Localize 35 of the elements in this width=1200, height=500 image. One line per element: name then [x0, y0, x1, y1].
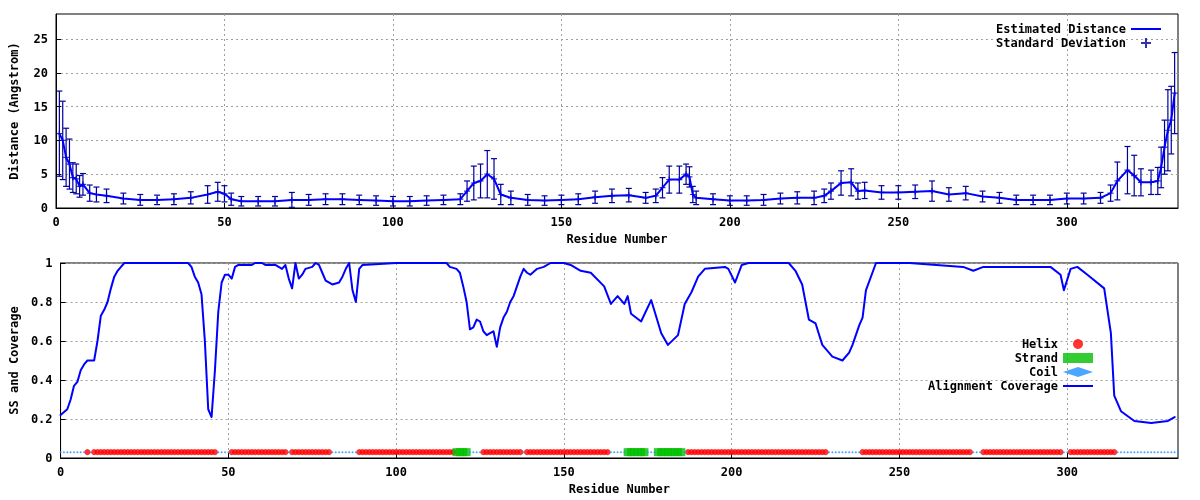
y-tick-label: 0.2 [30, 412, 53, 426]
x-tick-label: 250 [887, 215, 910, 229]
y-tick-label: 10 [33, 133, 48, 148]
legend-label: Standard Deviation [995, 36, 1126, 50]
legend-label: Helix [1021, 337, 1058, 351]
x-tick-label: 250 [888, 465, 911, 479]
x-tick-label: 0 [56, 465, 65, 479]
y-tick-label: 0 [45, 451, 53, 465]
y-tick-label: 0.4 [30, 373, 53, 387]
x-axis-title: Residue Number [568, 481, 670, 496]
y-tick-label: 5 [40, 167, 48, 182]
y-tick-label: 0.6 [30, 334, 53, 348]
x-tick-label: 50 [217, 215, 232, 229]
y-tick-label: 0 [40, 201, 48, 215]
legend-label: Alignment Coverage [927, 379, 1058, 393]
x-tick-label: 100 [385, 465, 407, 479]
x-tick-label: 300 [1056, 465, 1079, 479]
y-tick-label: 15 [33, 99, 48, 114]
x-tick-label: 200 [720, 465, 743, 479]
y-axis-title: SS and Coverage [7, 306, 21, 415]
x-tick-label: 150 [553, 465, 575, 479]
y-tick-label: 1 [45, 256, 53, 270]
legend-label: Strand [1014, 351, 1058, 365]
x-tick-label: 50 [221, 465, 236, 479]
y-tick-label: 0.8 [30, 295, 53, 309]
x-tick-label: 300 [1055, 215, 1078, 229]
y-tick-label: 25 [33, 32, 48, 47]
x-tick-label: 100 [382, 215, 404, 229]
legend-label: Estimated Distance [995, 22, 1126, 36]
x-tick-label: 200 [719, 215, 741, 229]
y-axis-title: Distance (Angstrom) [7, 42, 21, 180]
x-tick-label: 150 [550, 215, 573, 229]
x-axis-title: Residue Number [566, 231, 668, 246]
legend-label: Coil [1029, 365, 1058, 379]
y-tick-label: 20 [33, 65, 48, 80]
